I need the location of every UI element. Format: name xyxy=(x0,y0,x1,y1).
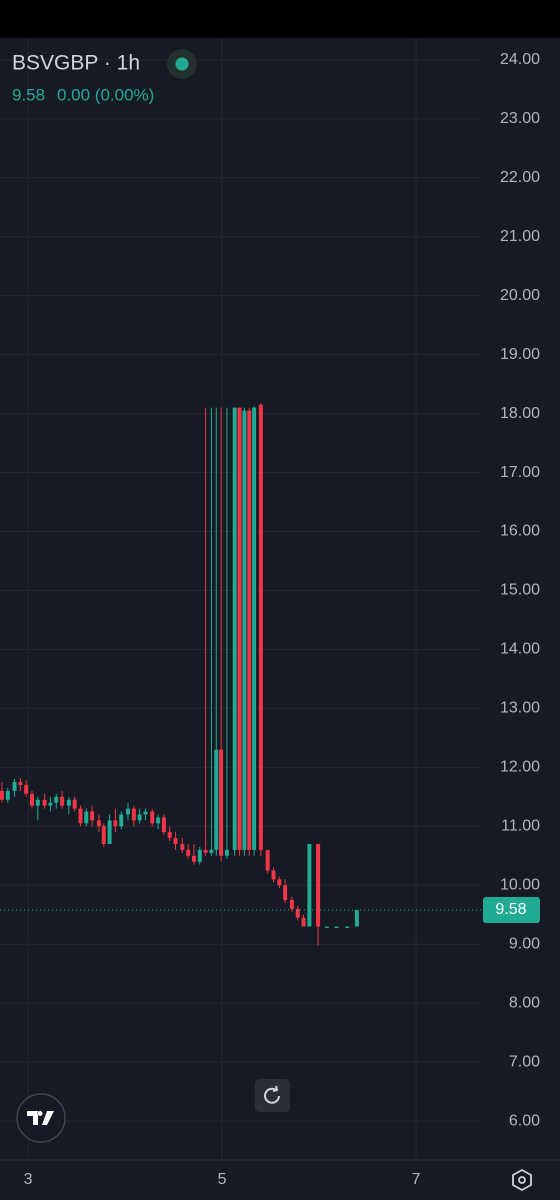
candle-body xyxy=(30,793,35,806)
candle-body xyxy=(191,855,196,862)
y-tick-label: 8.00 xyxy=(509,994,540,1011)
candle-body xyxy=(119,814,124,827)
header-change: 0.00 (0.00%) xyxy=(57,85,154,104)
reset-icon xyxy=(264,1085,280,1104)
candle-body xyxy=(72,799,77,809)
x-tick-label: 3 xyxy=(24,1171,33,1188)
candle-body xyxy=(156,817,161,824)
candle-body xyxy=(180,843,185,850)
candle-body xyxy=(60,796,65,806)
candle-body xyxy=(84,811,89,824)
candle-body xyxy=(252,407,257,850)
y-tick-label: 23.00 xyxy=(500,110,540,127)
candle-body xyxy=(173,838,178,844)
market-status-dot xyxy=(175,57,189,71)
candle-body xyxy=(265,849,270,871)
y-tick-label: 20.00 xyxy=(500,287,540,304)
y-tick-label: 22.00 xyxy=(500,169,540,186)
y-tick-label: 10.00 xyxy=(500,876,540,893)
candle-body xyxy=(12,782,17,791)
y-tick-label: 15.00 xyxy=(500,582,540,599)
reset-bg[interactable] xyxy=(255,1079,290,1112)
candle-body xyxy=(232,407,237,850)
logo-circle xyxy=(16,1093,66,1143)
candle-body xyxy=(186,849,191,856)
candle-body xyxy=(237,407,242,850)
candle-body xyxy=(96,820,101,827)
candle-body xyxy=(242,410,247,850)
candle-body xyxy=(161,817,166,833)
chart-title: BSVGBP · 1h xyxy=(12,52,140,75)
candle-body xyxy=(324,926,329,929)
candle-body xyxy=(42,799,47,806)
candle-body xyxy=(271,870,276,880)
candle-body xyxy=(131,808,136,821)
x-tick-label: 5 xyxy=(218,1171,227,1188)
candle-body xyxy=(334,926,339,929)
candle-body xyxy=(150,811,155,824)
candle-body xyxy=(126,808,131,815)
candle-body xyxy=(354,910,359,927)
status-bar xyxy=(0,0,560,38)
x-tick-label: 7 xyxy=(412,1171,421,1188)
candle-body xyxy=(167,832,172,839)
y-tick-label: 6.00 xyxy=(509,1112,540,1129)
candle-body xyxy=(5,790,10,800)
candle-body xyxy=(78,808,83,824)
logo-mark xyxy=(27,1111,54,1125)
y-tick-label: 17.00 xyxy=(500,464,540,481)
last-price-label: 9.58 xyxy=(495,901,526,918)
candle-body xyxy=(197,849,202,862)
candle-body xyxy=(143,811,148,815)
y-tick-label: 21.00 xyxy=(500,228,540,245)
settings-icon[interactable] xyxy=(512,1168,532,1192)
y-tick-label: 16.00 xyxy=(500,523,540,540)
y-tick-label: 24.00 xyxy=(500,51,540,68)
candle-body xyxy=(277,879,282,886)
candle-body xyxy=(18,782,23,786)
tv-logo[interactable] xyxy=(16,1093,66,1143)
y-tick-label: 7.00 xyxy=(509,1053,540,1070)
candle-body xyxy=(307,843,312,927)
candle-body xyxy=(0,790,4,800)
candle-body xyxy=(214,749,219,850)
settings-icon-center xyxy=(518,1176,526,1184)
chart-background xyxy=(0,38,560,1200)
y-tick-label: 9.00 xyxy=(509,935,540,952)
candle-body xyxy=(48,802,53,806)
candle-body xyxy=(258,404,263,850)
candle-body xyxy=(295,908,300,918)
last-price-box xyxy=(483,897,540,924)
y-tick-label: 18.00 xyxy=(500,405,540,422)
y-tick-label: 14.00 xyxy=(500,641,540,658)
candle-body xyxy=(203,849,208,853)
candle-body xyxy=(219,749,224,856)
candle-body xyxy=(137,814,142,821)
candle-body xyxy=(107,820,112,844)
candles xyxy=(0,402,359,946)
candle-body xyxy=(301,917,306,927)
candle-body xyxy=(24,785,29,794)
candle-body xyxy=(316,843,321,927)
y-tick-label: 19.00 xyxy=(500,346,540,363)
y-tick-label: 13.00 xyxy=(500,700,540,717)
candle-body xyxy=(35,799,40,806)
candle-body xyxy=(247,410,252,850)
candle-body xyxy=(289,899,294,909)
candle-body xyxy=(66,799,71,806)
candle-body xyxy=(113,820,118,827)
candle-body xyxy=(209,849,214,853)
candle-body xyxy=(90,811,95,821)
reset-button[interactable] xyxy=(255,1079,290,1112)
header-price: 9.58 xyxy=(12,85,45,104)
candle-body xyxy=(345,926,350,929)
candle-body xyxy=(283,885,288,900)
candle-body xyxy=(54,796,59,803)
candle-body xyxy=(101,826,106,844)
candle-body xyxy=(224,849,229,856)
y-tick-label: 12.00 xyxy=(500,759,540,776)
y-tick-label: 11.00 xyxy=(501,818,540,835)
